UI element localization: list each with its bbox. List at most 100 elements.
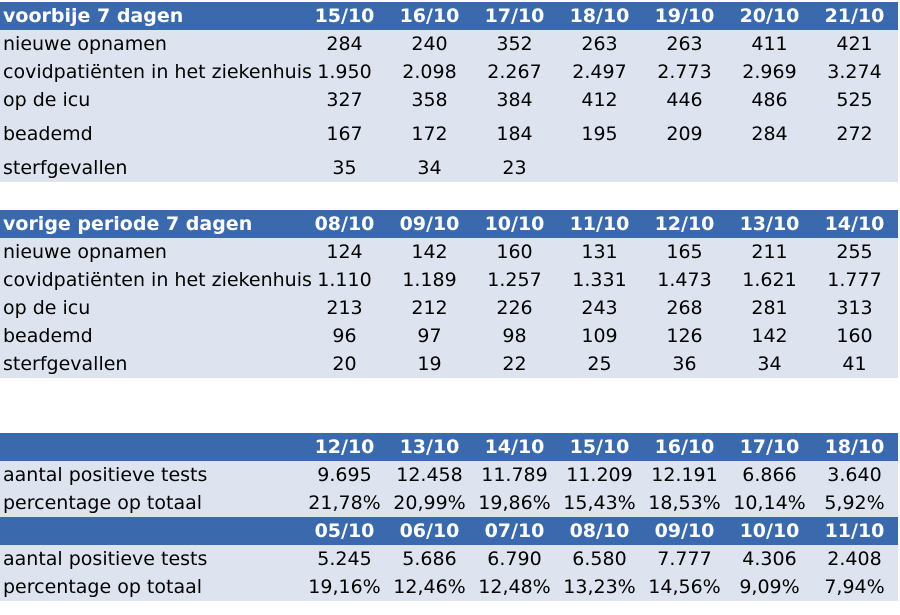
cell: 195	[581, 123, 618, 145]
table-row: op de icu 213 212 226 243 268 281 313	[0, 294, 898, 322]
cell: 34	[417, 157, 442, 179]
cell: 97	[417, 325, 442, 347]
cell: 243	[581, 297, 618, 319]
date-header: 15/10	[569, 436, 630, 458]
cell: 165	[666, 241, 703, 263]
cell: 13,23%	[563, 576, 636, 598]
cell: 268	[666, 297, 703, 319]
row-label: aantal positieve tests	[3, 548, 208, 570]
cell: 1.110	[317, 269, 372, 291]
date-header: 20/10	[739, 5, 800, 27]
table-row: percentage op totaal 19,16% 12,46% 12,48…	[0, 573, 898, 601]
cell: 19,86%	[478, 492, 551, 514]
row-label: beademd	[3, 123, 93, 145]
date-header: 08/10	[569, 520, 630, 542]
cell: 1.257	[487, 269, 542, 291]
table-row: op de icu 327 358 384 412 446 486 525	[0, 86, 898, 114]
cell: 9,09%	[739, 576, 800, 598]
cell: 421	[836, 33, 873, 55]
row-label: beademd	[3, 325, 93, 347]
cell: 255	[836, 241, 873, 263]
cell: 486	[751, 89, 788, 111]
date-header: 21/10	[824, 5, 885, 27]
cell: 384	[496, 89, 533, 111]
cell: 19	[417, 353, 442, 375]
row-label: covidpatiënten in het ziekenhuis	[3, 61, 312, 83]
cell: 352	[496, 33, 533, 55]
cell: 35	[332, 157, 357, 179]
date-header: 07/10	[484, 520, 545, 542]
date-header: 18/10	[824, 436, 885, 458]
cell: 3.640	[827, 464, 882, 486]
cell: 142	[751, 325, 788, 347]
cell: 41	[842, 353, 867, 375]
cell: 263	[666, 33, 703, 55]
table-row: beademd 96 97 98 109 126 142 160	[0, 322, 898, 350]
table-header: 05/10 06/10 07/10 08/10 09/10 10/10 11/1…	[0, 517, 898, 545]
cell: 15,43%	[563, 492, 636, 514]
cell: 160	[496, 241, 533, 263]
cell: 7.777	[657, 548, 712, 570]
cell: 5.686	[402, 548, 457, 570]
table-row: covidpatiënten in het ziekenhuis 1.950 2…	[0, 58, 898, 86]
cell: 2.773	[657, 61, 712, 83]
date-header: 16/10	[654, 436, 715, 458]
table-title: voorbije 7 dagen	[3, 5, 184, 27]
row-label: aantal positieve tests	[3, 464, 208, 486]
row-label: sterfgevallen	[3, 157, 128, 179]
cell: 284	[326, 33, 363, 55]
cell: 12.458	[396, 464, 463, 486]
table-row: sterfgevallen 20 19 22 25 36 34 41	[0, 350, 898, 378]
row-label: sterfgevallen	[3, 353, 128, 375]
cell: 3.274	[827, 61, 882, 83]
cell: 209	[666, 123, 703, 145]
cell: 1.331	[572, 269, 627, 291]
date-header: 05/10	[314, 520, 375, 542]
cell: 20	[332, 353, 357, 375]
table-row: covidpatiënten in het ziekenhuis 1.110 1…	[0, 266, 898, 294]
cell: 6.790	[487, 548, 542, 570]
table-row: nieuwe opnamen 284 240 352 263 263 411 4…	[0, 30, 898, 58]
cell: 98	[502, 325, 527, 347]
cell: 5.245	[317, 548, 372, 570]
row-label: op de icu	[3, 297, 91, 319]
cell: 5,92%	[824, 492, 885, 514]
date-header: 09/10	[399, 213, 460, 235]
cell: 12,46%	[393, 576, 466, 598]
cell: 131	[581, 241, 618, 263]
date-header: 17/10	[484, 5, 545, 27]
table-title: vorige periode 7 dagen	[3, 213, 253, 235]
cell: 126	[666, 325, 703, 347]
table-voorbije-7-dagen: voorbije 7 dagen 15/10 16/10 17/10 18/10…	[0, 2, 898, 182]
date-header: 14/10	[484, 436, 545, 458]
row-label: covidpatiënten in het ziekenhuis	[3, 269, 312, 291]
cell: 12,48%	[478, 576, 551, 598]
cell: 22	[502, 353, 527, 375]
cell: 213	[326, 297, 363, 319]
cell: 23	[502, 157, 527, 179]
cell: 1.621	[742, 269, 797, 291]
date-header: 19/10	[654, 5, 715, 27]
cell: 167	[326, 123, 363, 145]
date-header: 10/10	[484, 213, 545, 235]
table-header: vorige periode 7 dagen 08/10 09/10 10/10…	[0, 210, 898, 238]
table-vorige-periode-7-dagen: vorige periode 7 dagen 08/10 09/10 10/10…	[0, 210, 898, 378]
row-label: nieuwe opnamen	[3, 241, 167, 263]
table-row: nieuwe opnamen 124 142 160 131 165 211 2…	[0, 238, 898, 266]
cell: 34	[757, 353, 782, 375]
cell: 6.580	[572, 548, 627, 570]
date-header: 12/10	[314, 436, 375, 458]
cell: 10,14%	[733, 492, 806, 514]
date-header: 13/10	[739, 213, 800, 235]
date-header: 18/10	[569, 5, 630, 27]
cell: 411	[751, 33, 788, 55]
date-header: 13/10	[399, 436, 460, 458]
table-row: percentage op totaal 21,78% 20,99% 19,86…	[0, 489, 898, 517]
cell: 1.777	[827, 269, 882, 291]
cell: 240	[411, 33, 448, 55]
cell: 272	[836, 123, 873, 145]
date-header: 16/10	[399, 5, 460, 27]
cell: 1.189	[402, 269, 457, 291]
row-label: op de icu	[3, 89, 91, 111]
cell: 25	[587, 353, 612, 375]
